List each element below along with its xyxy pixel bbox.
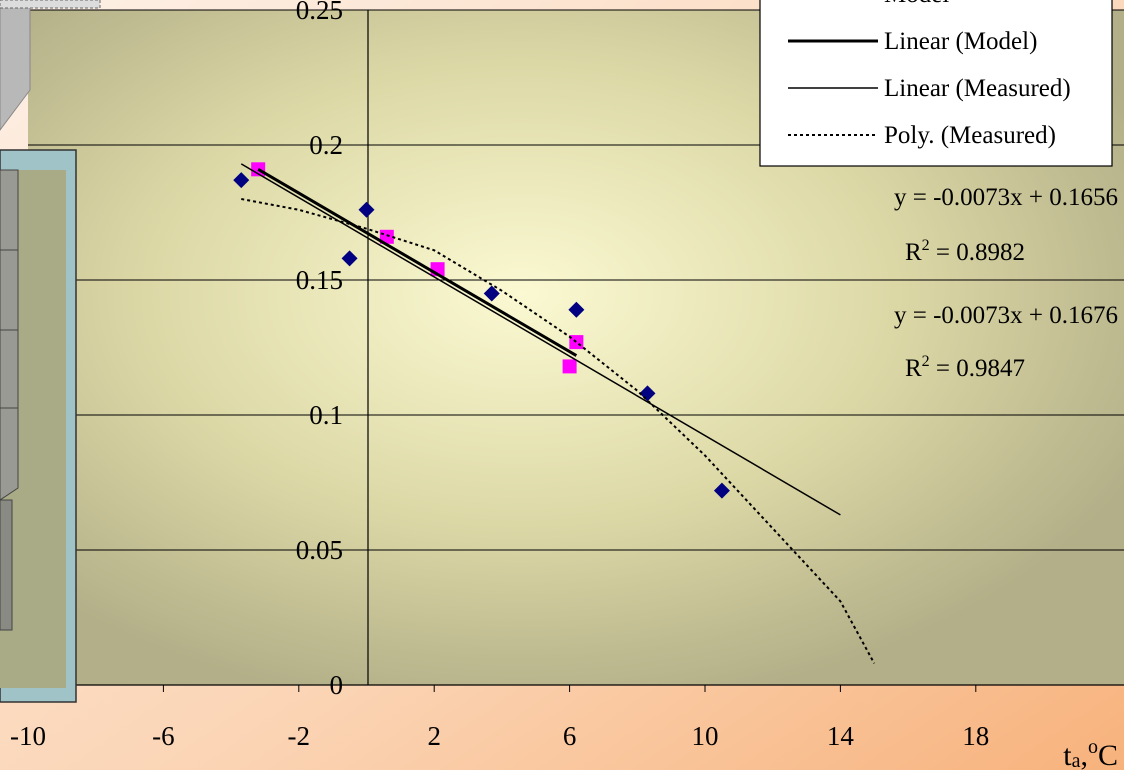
x-tick-label: -2 — [288, 721, 311, 751]
trendline — [257, 168, 578, 357]
x-tick-label: 18 — [962, 721, 989, 751]
r-superscript: 2 — [922, 237, 930, 254]
x-tick-label: 10 — [692, 721, 719, 751]
r-superscript: 2 — [922, 353, 930, 370]
point — [358, 201, 375, 218]
x-tick-label: 14 — [827, 721, 855, 751]
y-tick-label: 0.2 — [309, 130, 343, 160]
point — [233, 172, 250, 189]
trendline — [241, 198, 876, 664]
point — [713, 482, 730, 499]
r-value: = 0.9847 — [930, 355, 1025, 382]
x-tick-label: -10 — [10, 721, 46, 751]
point — [483, 285, 500, 302]
y-tick-label: 0.1 — [309, 400, 343, 430]
x-axis-title-main: t — [1063, 739, 1072, 770]
legend-label: Linear (Measured) — [884, 75, 1071, 102]
x-axis-title-sub: a — [1072, 750, 1081, 770]
x-tick-label: 2 — [427, 721, 441, 751]
side-panel — [0, 0, 101, 703]
y-tick-label: 0.25 — [296, 0, 343, 25]
legend-box — [759, 0, 1113, 167]
point — [568, 301, 585, 318]
x-axis-title: ta,oC — [1063, 736, 1118, 770]
x-axis-title-sup: o — [1088, 736, 1098, 758]
r-symbol: R — [905, 355, 922, 382]
x-tick-label: -6 — [152, 721, 175, 751]
trend-equation: y = -0.0073x + 0.1656 — [894, 184, 1118, 211]
x-axis-title-unit: C — [1098, 739, 1118, 770]
y-tick-label: 0 — [330, 670, 344, 700]
r-symbol: R — [905, 239, 922, 266]
legend-label: Model — [884, 0, 949, 8]
point — [341, 250, 358, 267]
r-squared: R2 = 0.9847 — [905, 353, 1025, 382]
r-squared: R2 = 0.8982 — [905, 237, 1025, 266]
legend-label: Poly. (Measured) — [884, 122, 1056, 149]
trend-equation: y = -0.0073x + 0.1676 — [894, 302, 1118, 329]
x-tick-label: 6 — [563, 721, 577, 751]
legend-label: Linear (Model) — [884, 28, 1037, 55]
point — [562, 359, 577, 374]
y-tick-label: 0.15 — [296, 265, 343, 295]
x-axis-title-sep: , — [1080, 739, 1088, 770]
y-tick-label: 0.05 — [296, 535, 343, 565]
r-value: = 0.8982 — [930, 239, 1025, 266]
